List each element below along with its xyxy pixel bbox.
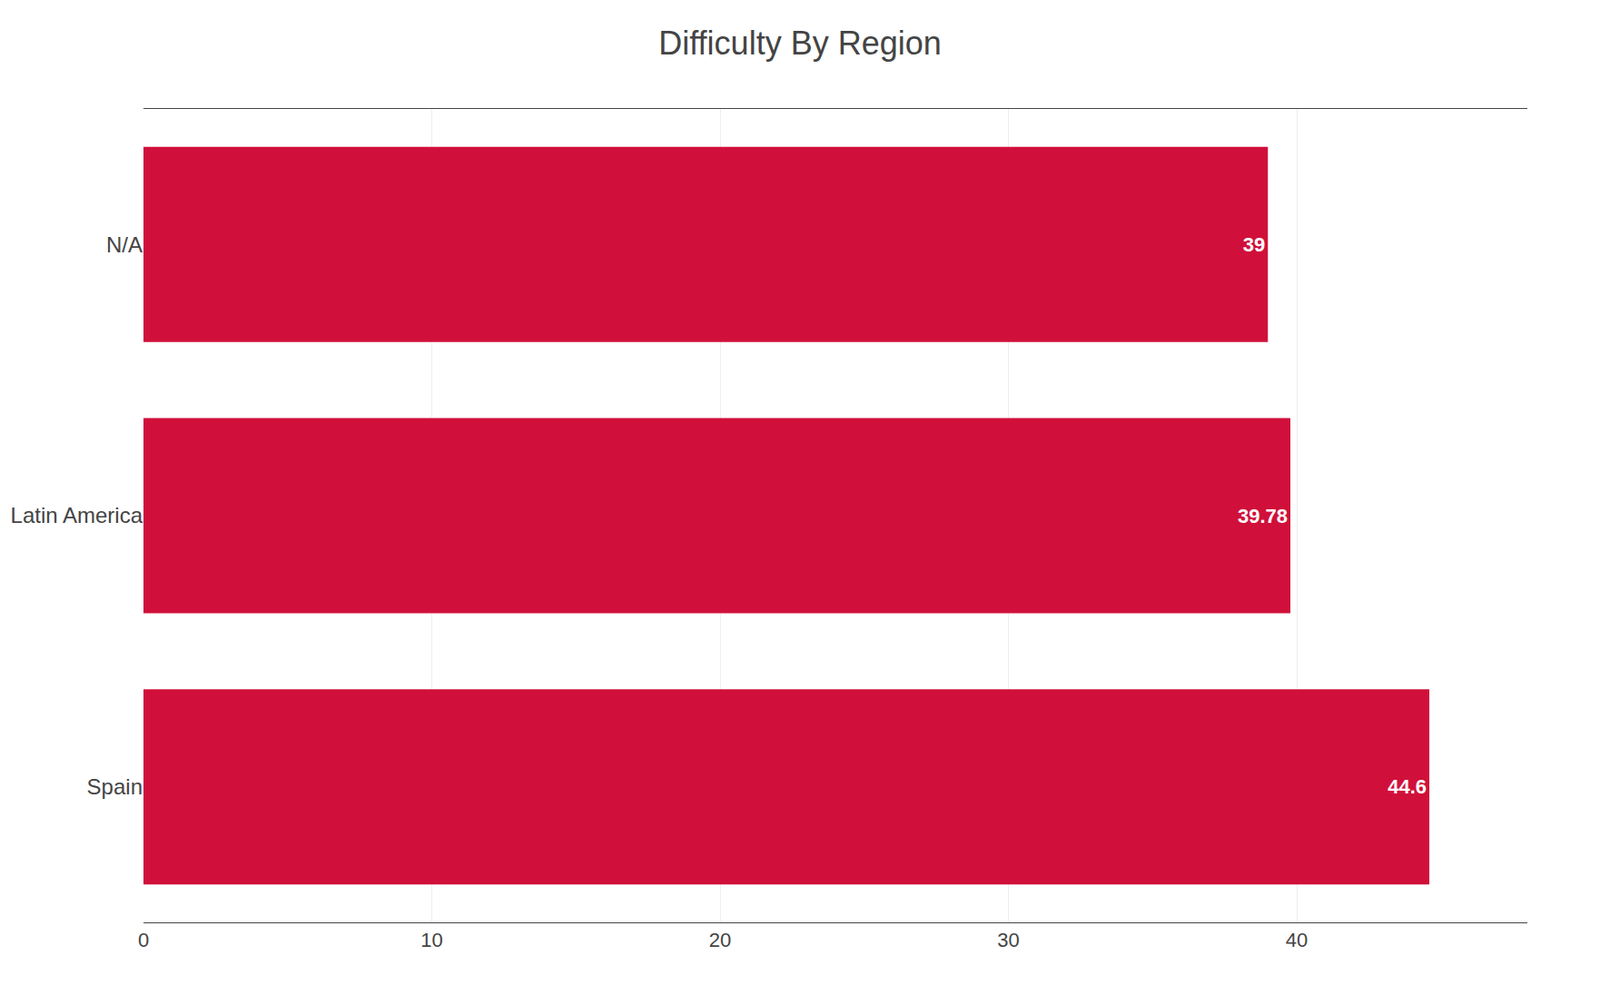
svg-text:40: 40	[1285, 928, 1308, 952]
svg-text:10: 10	[420, 928, 443, 952]
svg-text:Latin America: Latin America	[10, 503, 144, 528]
svg-text:39: 39	[1243, 233, 1265, 257]
svg-text:20: 20	[709, 928, 731, 952]
svg-text:39.78: 39.78	[1237, 504, 1288, 528]
svg-text:Difficulty By Region: Difficulty By Region	[658, 24, 941, 62]
svg-text:Spain: Spain	[87, 774, 143, 800]
svg-text:N/A: N/A	[106, 232, 143, 257]
svg-text:0: 0	[138, 928, 149, 952]
svg-text:30: 30	[997, 928, 1019, 952]
svg-text:44.6: 44.6	[1387, 775, 1427, 799]
